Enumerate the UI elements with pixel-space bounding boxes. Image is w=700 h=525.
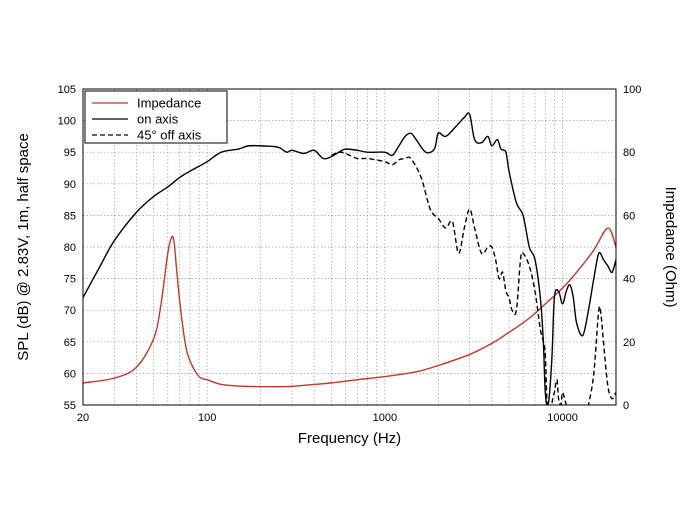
y-tick-label: 105	[58, 84, 76, 96]
legend-box	[84, 90, 228, 144]
y-right-tick-label: 60	[623, 210, 635, 222]
y-tick-label: 85	[64, 210, 76, 222]
x-tick-label: 20	[77, 412, 89, 424]
y-right-axis-label: Impedance (Ohm)	[662, 187, 679, 308]
y-tick-label: 80	[64, 242, 76, 254]
y-tick-label: 65	[64, 337, 76, 349]
series-45-off-axis	[331, 151, 616, 405]
legend: Impedance on axis 45° off axis	[84, 90, 228, 144]
y-axis-label: SPL (dB) @ 2.83V, 1m, half space	[15, 133, 32, 361]
y-right-tick-label: 100	[623, 84, 641, 96]
plot-frame	[82, 88, 617, 406]
series-layer	[83, 112, 616, 405]
y-tick-label: 55	[64, 400, 76, 412]
y-tick-label: 70	[64, 305, 76, 317]
x-tick-label: 1000	[373, 412, 397, 424]
y-tick-label: 90	[64, 179, 76, 191]
y-right-tick-label: 80	[623, 147, 635, 159]
x-tick-label: 10000	[547, 412, 578, 424]
series-impedance	[83, 227, 616, 388]
tick-labels: 20 100 1000 10000 55 60 65 70 75 80 85 90 95 100 105 0 2…	[58, 84, 642, 424]
y-tick-label: 75	[64, 274, 76, 286]
y-tick-label: 95	[64, 147, 76, 159]
y-right-tick-label: 0	[623, 400, 629, 412]
legend-label-impedance: Impedance	[137, 96, 201, 111]
y-tick-label: 100	[58, 116, 76, 128]
legend-label-off-axis: 45° off axis	[137, 128, 202, 143]
y-right-tick-label: 40	[623, 274, 635, 286]
x-axis-label: Frequency (Hz)	[298, 430, 401, 447]
y-tick-label: 60	[64, 368, 76, 380]
series-on-axis	[83, 112, 616, 405]
legend-label-on-axis: on axis	[137, 112, 179, 127]
x-tick-label: 100	[198, 412, 216, 424]
y-right-tick-label: 20	[623, 337, 635, 349]
